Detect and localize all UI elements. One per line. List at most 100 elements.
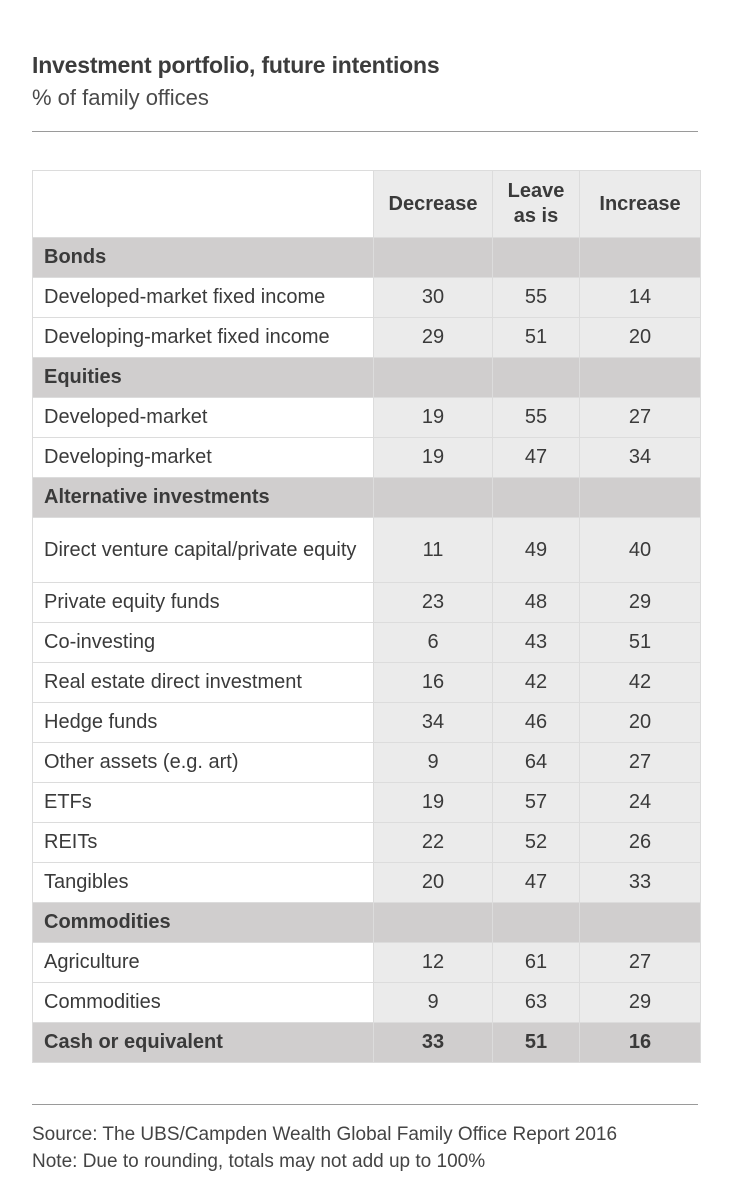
- table-row: Tangibles 20 47 33: [32, 862, 700, 902]
- value-decrease: 11: [373, 517, 492, 582]
- value-decrease: 16: [373, 662, 492, 702]
- value-increase: 24: [579, 782, 700, 822]
- section-label: Bonds: [32, 237, 373, 277]
- section-label: Equities: [32, 357, 373, 397]
- value-increase: 42: [579, 662, 700, 702]
- value-increase: 14: [579, 277, 700, 317]
- value-increase: 29: [579, 582, 700, 622]
- value-increase: 27: [579, 742, 700, 782]
- header-label-increase: Increase: [599, 192, 681, 215]
- value-increase: 27: [579, 942, 700, 982]
- table-row: Developed-market fixed income 30 55 14: [32, 277, 700, 317]
- section-empty-cell: [492, 237, 579, 277]
- section-row-alternative-investments: Alternative investments: [32, 477, 700, 517]
- value-increase: 26: [579, 822, 700, 862]
- row-label: Tangibles: [32, 862, 373, 902]
- row-label: ETFs: [32, 782, 373, 822]
- header-label-decrease: Decrease: [388, 192, 478, 215]
- total-row: Cash or equivalent 33 51 16: [32, 1022, 700, 1062]
- value-increase: 20: [579, 702, 700, 742]
- row-label: Hedge funds: [32, 702, 373, 742]
- chart-subtitle: % of family offices: [32, 85, 209, 110]
- chart-title: Investment portfolio, future intentions: [32, 52, 440, 78]
- value-leave-as-is: 55: [492, 277, 579, 317]
- section-empty-cell: [579, 902, 700, 942]
- header-blank-cell: [32, 170, 373, 237]
- value-decrease: 19: [373, 397, 492, 437]
- value-decrease: 29: [373, 317, 492, 357]
- value-decrease: 12: [373, 942, 492, 982]
- top-divider: [32, 131, 698, 132]
- value-decrease: 6: [373, 622, 492, 662]
- value-increase: 20: [579, 317, 700, 357]
- value-leave-as-is: 42: [492, 662, 579, 702]
- row-label: Real estate direct investment: [32, 662, 373, 702]
- row-label: Developed-market fixed income: [32, 277, 373, 317]
- row-label: Direct venture capital/private equity: [32, 517, 373, 582]
- value-leave-as-is: 63: [492, 982, 579, 1022]
- value-decrease: 19: [373, 782, 492, 822]
- section-row-equities: Equities: [32, 357, 700, 397]
- value-increase: 40: [579, 517, 700, 582]
- value-leave-as-is: 46: [492, 702, 579, 742]
- total-value-increase: 16: [579, 1022, 700, 1062]
- value-decrease: 19: [373, 437, 492, 477]
- value-decrease: 9: [373, 982, 492, 1022]
- value-leave-as-is: 61: [492, 942, 579, 982]
- table-row: Private equity funds 23 48 29: [32, 582, 700, 622]
- section-label: Commodities: [32, 902, 373, 942]
- value-decrease: 23: [373, 582, 492, 622]
- table-row: Agriculture 12 61 27: [32, 942, 700, 982]
- header-leave-as-is: Leave as is: [492, 170, 579, 237]
- section-empty-cell: [492, 477, 579, 517]
- value-leave-as-is: 51: [492, 317, 579, 357]
- section-empty-cell: [373, 237, 492, 277]
- value-increase: 34: [579, 437, 700, 477]
- table-row: Commodities 9 63 29: [32, 982, 700, 1022]
- section-empty-cell: [373, 477, 492, 517]
- total-value-decrease: 33: [373, 1022, 492, 1062]
- table-row: REITs 22 52 26: [32, 822, 700, 862]
- table-header-row: Decrease Leave as is Increase: [32, 170, 700, 237]
- table-row: Real estate direct investment 16 42 42: [32, 662, 700, 702]
- header-decrease: Decrease: [373, 170, 492, 237]
- row-label: Private equity funds: [32, 582, 373, 622]
- value-decrease: 34: [373, 702, 492, 742]
- row-label: Commodities: [32, 982, 373, 1022]
- section-empty-cell: [492, 357, 579, 397]
- value-decrease: 30: [373, 277, 492, 317]
- table-row: Other assets (e.g. art) 9 64 27: [32, 742, 700, 782]
- section-empty-cell: [373, 902, 492, 942]
- row-label: Developing-market fixed income: [32, 317, 373, 357]
- table-row: Developing-market 19 47 34: [32, 437, 700, 477]
- section-row-commodities: Commodities: [32, 902, 700, 942]
- header-label-leave-as-is: as is: [513, 205, 559, 227]
- table-body: Bonds Developed-market fixed income 30 55 14…: [32, 237, 700, 1062]
- row-label: Agriculture: [32, 942, 373, 982]
- intentions-table: Decrease Leave as is Increase Bonds Develo…: [32, 170, 701, 1063]
- value-increase: 27: [579, 397, 700, 437]
- section-empty-cell: [492, 902, 579, 942]
- section-label: Alternative investments: [32, 477, 373, 517]
- rounding-note: Note: Due to rounding, totals may not ad…: [32, 1151, 486, 1172]
- total-label: Cash or equivalent: [32, 1022, 373, 1062]
- row-label: Other assets (e.g. art): [32, 742, 373, 782]
- table-row: Developing-market fixed income 29 51 20: [32, 317, 700, 357]
- header-increase: Increase: [579, 170, 700, 237]
- value-increase: 33: [579, 862, 700, 902]
- value-decrease: 9: [373, 742, 492, 782]
- header-label-leave-as-is: Leave: [507, 180, 565, 202]
- row-label: Developing-market: [32, 437, 373, 477]
- row-label: Developed-market: [32, 397, 373, 437]
- bottom-divider: [32, 1104, 698, 1105]
- value-leave-as-is: 57: [492, 782, 579, 822]
- source-note: Source: The UBS/Campden Wealth Global Fa…: [32, 1124, 618, 1145]
- table-row: Co-investing 6 43 51: [32, 622, 700, 662]
- value-leave-as-is: 47: [492, 862, 579, 902]
- section-empty-cell: [373, 357, 492, 397]
- value-increase: 29: [579, 982, 700, 1022]
- table-row: Developed-market 19 55 27: [32, 397, 700, 437]
- row-label: Co-investing: [32, 622, 373, 662]
- section-empty-cell: [579, 477, 700, 517]
- table-row: Direct venture capital/private equity 11 4…: [32, 517, 700, 582]
